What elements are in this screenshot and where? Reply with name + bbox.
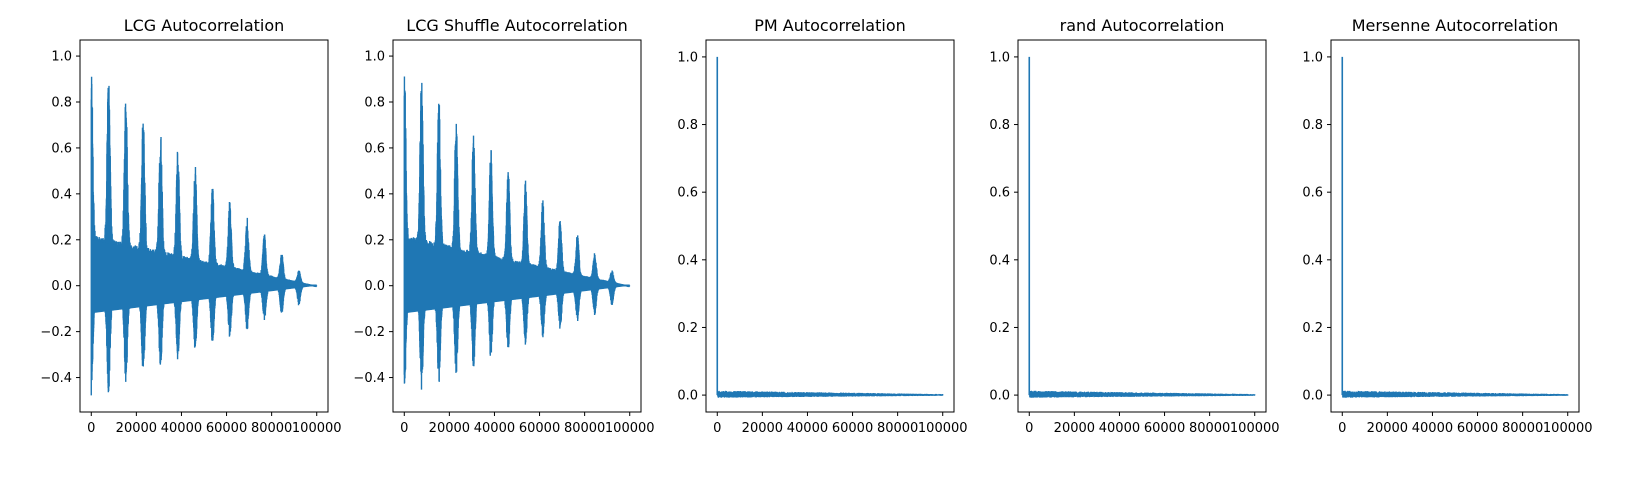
x-tick-label: 20000 (742, 421, 783, 436)
x-tick-label: 40000 (787, 421, 828, 436)
y-tick-label: 0.2 (989, 321, 1010, 336)
plot-frame (79, 39, 329, 413)
y-tick-label: 0.8 (1302, 118, 1323, 133)
x-tick-label: 60000 (832, 421, 873, 436)
y-tick-label: 0.8 (364, 96, 385, 111)
y-tick-label: 0.8 (51, 96, 72, 111)
x-tick-label: 0 (400, 421, 408, 436)
x-tick-label: 80000 (1502, 421, 1543, 436)
x-tick-label: 60000 (519, 421, 560, 436)
x-tick-label: 100000 (605, 421, 655, 436)
x-tick-label: 20000 (1054, 421, 1095, 436)
plot-frame (1330, 39, 1580, 413)
plot-frame (392, 39, 642, 413)
series-line (1341, 390, 1569, 398)
x-tick-label: 60000 (1457, 421, 1498, 436)
x-tick-label: 40000 (1099, 421, 1140, 436)
series-line (1028, 390, 1256, 398)
series-line (403, 76, 631, 390)
y-tick-label: 0.0 (1302, 389, 1323, 404)
x-tick-label: 80000 (564, 421, 605, 436)
y-tick-label: 0.6 (989, 186, 1010, 201)
y-tick-label: 1.0 (677, 50, 698, 65)
series-line (90, 76, 318, 396)
y-tick-label: 0.4 (51, 187, 72, 202)
x-tick-label: 80000 (251, 421, 292, 436)
y-tick-label: 0.0 (677, 389, 698, 404)
plot-frame (1017, 39, 1267, 413)
x-tick-label: 0 (713, 421, 721, 436)
subplot-title: Mersenne Autocorrelation (1352, 16, 1559, 35)
x-tick-label: 40000 (161, 421, 202, 436)
y-tick-label: 0.0 (989, 389, 1010, 404)
y-tick-label: 1.0 (1302, 50, 1323, 65)
y-tick-label: 0.4 (677, 253, 698, 268)
x-tick-label: 20000 (1367, 421, 1408, 436)
y-tick-label: −0.4 (353, 371, 385, 386)
x-tick-label: 100000 (1543, 421, 1593, 436)
y-tick-label: 0.2 (51, 233, 72, 248)
y-tick-label: 0.6 (677, 186, 698, 201)
y-tick-label: 0.4 (364, 187, 385, 202)
subplot-1: LCG Autocorrelation 0 20000 40000 60000 80000… (40, 16, 341, 436)
y-tick-label: 1.0 (364, 50, 385, 65)
y-tick-label: 0.6 (51, 141, 72, 156)
x-tick-label: 20000 (116, 421, 157, 436)
y-tick-label: −0.2 (40, 325, 72, 340)
x-tick-label: 100000 (292, 421, 342, 436)
x-tick-label: 20000 (429, 421, 470, 436)
subplot-5: Mersenne Autocorrelation 0 20000 40000 60000… (1302, 16, 1592, 436)
y-tick-label: 0.0 (364, 279, 385, 294)
y-tick-label: −0.2 (353, 325, 385, 340)
series-line (716, 390, 944, 398)
x-tick-label: 40000 (474, 421, 515, 436)
y-tick-label: 0.8 (989, 118, 1010, 133)
y-tick-label: 1.0 (51, 50, 72, 65)
y-tick-label: 0.2 (364, 233, 385, 248)
x-tick-label: 80000 (1189, 421, 1230, 436)
subplot-2: LCG Shuffle Autocorrelation 0 20000 40000 60… (353, 16, 654, 436)
subplot-title: LCG Autocorrelation (124, 16, 285, 35)
y-tick-label: 0.0 (51, 279, 72, 294)
subplot-title: LCG Shuffle Autocorrelation (406, 16, 627, 35)
plot-frame (705, 39, 955, 413)
y-tick-label: 0.8 (677, 118, 698, 133)
y-tick-label: 0.2 (677, 321, 698, 336)
x-tick-label: 40000 (1412, 421, 1453, 436)
x-tick-label: 80000 (877, 421, 918, 436)
subplot-title: rand Autocorrelation (1060, 16, 1225, 35)
x-tick-label: 100000 (918, 421, 968, 436)
x-tick-label: 0 (1338, 421, 1346, 436)
x-tick-label: 60000 (1144, 421, 1185, 436)
x-tick-label: 0 (87, 421, 95, 436)
y-tick-label: 0.4 (989, 253, 1010, 268)
x-tick-label: 60000 (206, 421, 247, 436)
series-band (404, 239, 630, 314)
x-tick-label: 100000 (1230, 421, 1280, 436)
y-tick-label: 0.4 (1302, 253, 1323, 268)
x-tick-label: 0 (1025, 421, 1033, 436)
series-band (91, 239, 317, 314)
y-tick-label: 1.0 (989, 50, 1010, 65)
subplot-4: rand Autocorrelation 0 20000 40000 60000 8000… (989, 16, 1279, 436)
y-tick-label: −0.4 (40, 371, 72, 386)
y-tick-label: 0.6 (364, 141, 385, 156)
y-tick-label: 0.2 (1302, 321, 1323, 336)
y-tick-label: 0.6 (1302, 186, 1323, 201)
subplot-title: PM Autocorrelation (754, 16, 906, 35)
